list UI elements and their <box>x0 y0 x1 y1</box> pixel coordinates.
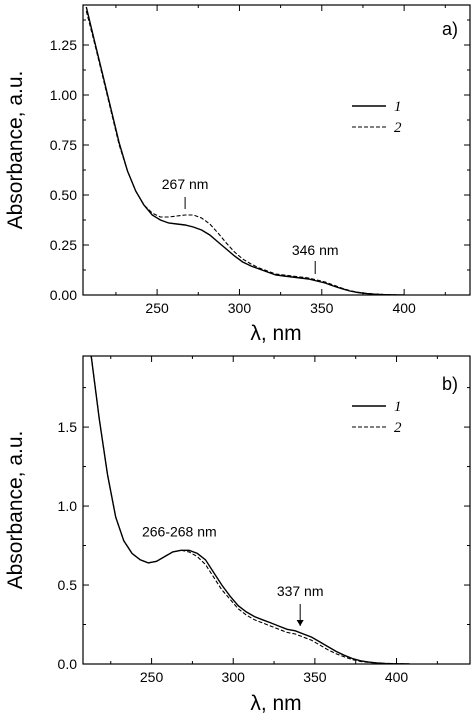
panel-a: 250 300 350 400 0.00 0.25 0.50 0.75 1.00 1.25 267… <box>4 4 471 345</box>
legend-label-1: 1 <box>394 399 402 415</box>
legend-a: 12 <box>352 99 402 136</box>
panel-b: 250 300 350 400 0.0 0.5 1.0 1.5 266-268 nm 337 n… <box>4 355 471 715</box>
annotation-label: 346 nm <box>292 242 339 258</box>
x-tick-label: 400 <box>392 300 416 316</box>
x-tick-label: 400 <box>385 669 409 685</box>
y-tick-label: 1.5 <box>58 419 78 435</box>
y-tick-label: 0.50 <box>50 187 77 203</box>
y-tick-label: 0.00 <box>50 287 77 303</box>
y-tick-label: 0.5 <box>58 577 78 593</box>
annotation-label: 267 nm <box>162 176 209 192</box>
panel-label-b: b) <box>442 374 458 394</box>
legend-b: 12 <box>352 399 402 436</box>
legend-label-2: 2 <box>394 420 402 436</box>
legend-label-1: 1 <box>394 99 402 115</box>
curves-b <box>90 356 410 664</box>
x-axis-title-a: λ, nm <box>250 322 301 345</box>
ticks-b: 250 300 350 400 0.0 0.5 1.0 1.5 <box>58 356 470 685</box>
x-tick-label: 300 <box>228 300 252 316</box>
legend-label-2: 2 <box>394 120 402 136</box>
plot-frame-a <box>82 4 471 296</box>
panel-label-a: a) <box>442 19 458 39</box>
annotation-arrowhead <box>296 619 304 626</box>
x-tick-label: 250 <box>140 669 164 685</box>
y-tick-label: 0.75 <box>50 137 77 153</box>
x-tick-label: 250 <box>145 300 169 316</box>
y-tick-label: 0.0 <box>58 656 78 672</box>
annotations-b: 266-268 nm 337 nm <box>142 523 324 626</box>
y-tick-label: 1.0 <box>58 498 78 514</box>
x-tick-label: 350 <box>303 669 327 685</box>
plot-frame-b <box>82 355 471 665</box>
x-tick-label: 300 <box>222 669 246 685</box>
y-tick-label: 0.25 <box>50 237 77 253</box>
x-tick-label: 350 <box>310 300 334 316</box>
annotation-label: 266-268 nm <box>142 523 217 539</box>
y-axis-title-a: Absorbance, a.u. <box>4 71 27 230</box>
annotation-label: 337 nm <box>277 583 324 599</box>
x-axis-title-b: λ, nm <box>250 692 301 715</box>
annotations-a: 267 nm 346 nm <box>162 176 339 274</box>
series-line-2 <box>85 10 405 295</box>
series-line-1 <box>85 6 405 295</box>
y-tick-label: 1.25 <box>50 37 77 53</box>
y-axis-title-b: Absorbance, a.u. <box>4 431 27 590</box>
y-tick-label: 1.00 <box>50 87 77 103</box>
curves-a <box>85 6 405 295</box>
series-line-2 <box>90 356 410 664</box>
ticks-a: 250 300 350 400 0.00 0.25 0.50 0.75 1.00 1.25 <box>50 5 470 316</box>
